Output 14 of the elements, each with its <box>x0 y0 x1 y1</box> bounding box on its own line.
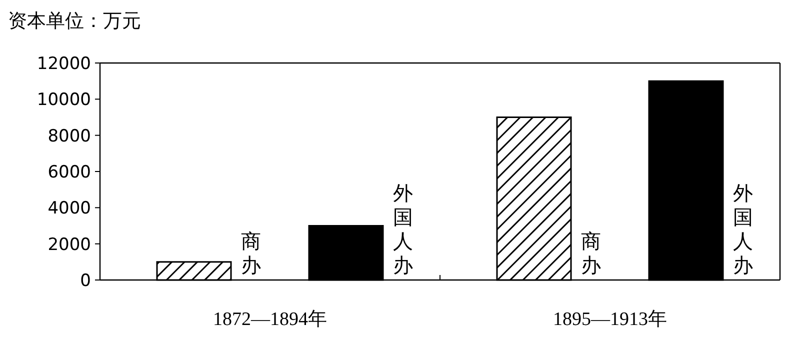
series-label: 外国人办 <box>393 181 413 277</box>
y-axis-title: 资本单位：万元 <box>8 10 141 32</box>
y-tick-label: 2000 <box>48 234 91 255</box>
y-tick-label: 6000 <box>48 162 91 182</box>
text: 外国人办 <box>733 181 753 277</box>
text: 商办 <box>581 229 601 277</box>
series-label: 商办 <box>241 229 261 277</box>
y-tick-label: 0 <box>80 271 91 291</box>
x-tick-label: 1895—1913年 <box>553 309 667 330</box>
x-tick-label: 1872—1894年 <box>213 309 327 330</box>
y-tick-label: 10000 <box>36 90 91 110</box>
y-tick-label: 8000 <box>48 126 91 146</box>
y-tick-label: 12000 <box>36 54 91 74</box>
y-tick-label: 4000 <box>48 198 91 219</box>
